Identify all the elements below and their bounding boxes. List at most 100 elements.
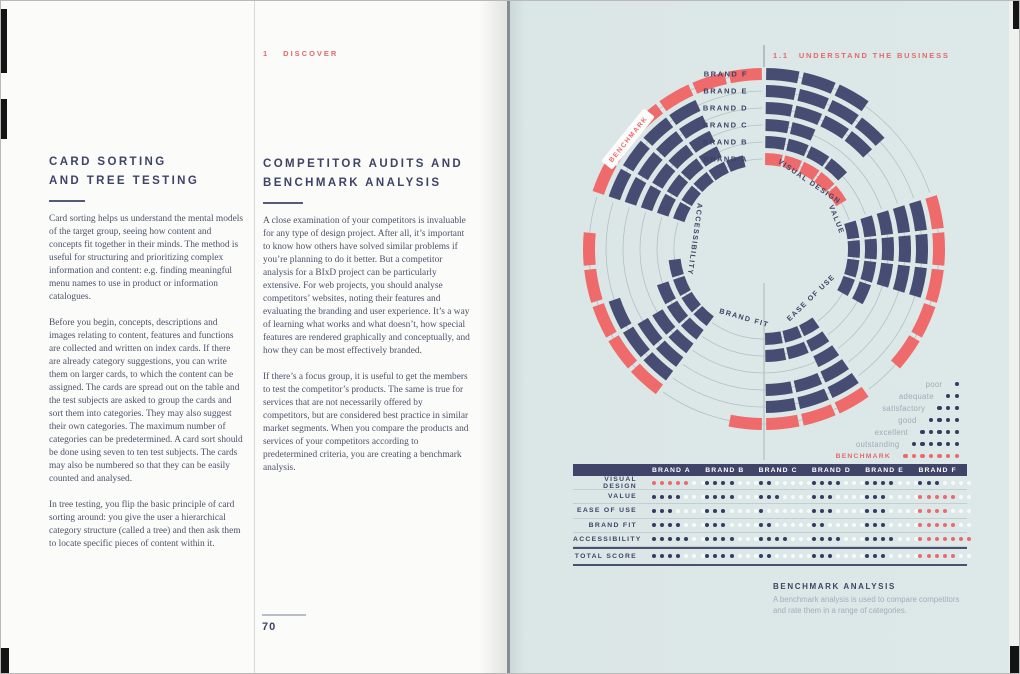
radial-bar-segment	[925, 268, 944, 303]
radial-bar-segment	[801, 72, 836, 94]
rating-dot	[860, 508, 865, 513]
table-score-cell	[700, 537, 758, 542]
rating-dot	[758, 508, 763, 513]
rating-dot	[807, 494, 812, 499]
table-score-cell	[913, 480, 972, 485]
rating-dot	[865, 508, 870, 513]
rating-dot	[819, 537, 824, 542]
caption-line: A benchmark analysis is used to compare …	[773, 595, 960, 604]
table-score-cell	[913, 494, 972, 499]
radial-bar-segment	[681, 291, 701, 313]
rating-dot	[660, 554, 665, 559]
rating-dot	[967, 480, 972, 485]
radial-bar-segment	[668, 328, 694, 354]
rating-dot	[946, 405, 951, 411]
rating-dot	[660, 508, 665, 513]
table-score-cell	[807, 554, 865, 559]
page-edge-strip	[1009, 1, 1019, 673]
legend-label: adequate	[898, 391, 934, 401]
benchmark-table: BRAND A BRAND B BRAND C BRAND D BRAND E BRAND…	[573, 464, 972, 566]
rating-dot	[836, 537, 841, 542]
rating-dot	[811, 554, 816, 559]
rating-dot	[819, 554, 824, 559]
brand-ring-label: BRAND D	[703, 104, 748, 113]
legend-label: poor	[925, 379, 943, 389]
rating-dot	[913, 537, 918, 542]
legend-label: satisfactory	[882, 403, 926, 413]
radial-bar-segment	[728, 68, 763, 84]
radial-bar-segment	[655, 131, 684, 158]
radial-bar-segment	[608, 297, 632, 330]
rating-dot	[753, 537, 758, 542]
rating-dot	[713, 537, 718, 542]
rating-dot	[676, 554, 681, 559]
rating-dot	[745, 523, 750, 528]
table-score-cell	[860, 494, 918, 499]
rating-dot	[676, 494, 681, 499]
radial-bar-segment	[765, 102, 793, 117]
brand-ring-label: BRAND F	[704, 70, 748, 79]
rating-dot	[860, 554, 865, 559]
rating-dot	[660, 494, 665, 499]
rating-dot	[905, 508, 910, 513]
rating-dot	[721, 523, 726, 528]
table-score-cell	[647, 523, 705, 528]
rating-dot	[758, 554, 763, 559]
rating-dot	[881, 554, 886, 559]
rating-dot	[737, 554, 742, 559]
rating-dot	[920, 453, 925, 459]
rating-dot	[873, 480, 878, 485]
radial-bar-segment	[693, 172, 714, 193]
rating-dot	[934, 480, 939, 485]
rating-dot	[950, 554, 955, 559]
rating-dot	[745, 494, 750, 499]
radial-bar-segment	[814, 172, 835, 193]
radial-bar-segment	[679, 115, 708, 139]
rating-dot	[836, 554, 841, 559]
radial-bar-segment	[764, 153, 783, 167]
running-header-text: UNDERSTAND THE BUSINESS	[798, 51, 950, 60]
section-title-line1: CARD SORTING	[49, 156, 167, 168]
rating-dot	[881, 508, 886, 513]
rating-dot	[799, 480, 804, 485]
radial-bar-segment	[765, 85, 797, 100]
table-header-cell: BRAND F	[918, 466, 957, 474]
rating-dot	[790, 494, 795, 499]
paragraph: A close examination of your competitors …	[263, 215, 470, 356]
rating-dot	[934, 494, 939, 499]
rating-dot	[705, 480, 710, 485]
rating-dot	[684, 494, 689, 499]
radial-bar-segment	[892, 205, 910, 234]
rating-dot	[844, 508, 849, 513]
rating-dot	[946, 453, 951, 459]
radial-bar-segment	[806, 146, 830, 167]
rating-dot	[766, 508, 771, 513]
rating-dot	[860, 537, 865, 542]
rating-dot	[729, 554, 734, 559]
rating-dot	[873, 554, 878, 559]
rating-dot	[937, 441, 942, 447]
rating-dot	[700, 508, 705, 513]
radial-bar-segment	[637, 317, 663, 347]
rating-dot	[881, 523, 886, 528]
table-row: TOTAL SCORE	[573, 546, 972, 566]
rating-dot	[889, 508, 894, 513]
radial-bar-segment	[909, 200, 927, 232]
rating-dot	[668, 508, 673, 513]
title-rule	[263, 201, 303, 204]
rating-dot	[865, 537, 870, 542]
rating-dot	[934, 537, 939, 542]
radial-bar-segment	[824, 158, 848, 181]
rating-dot	[918, 480, 923, 485]
radial-bar-segment	[668, 144, 694, 170]
rating-dot	[684, 508, 689, 513]
table-row: VISUAL DESIGN	[573, 476, 972, 491]
radial-bar-segment	[876, 262, 894, 288]
radial-bar-segment	[834, 84, 869, 112]
table-score-cell	[647, 508, 705, 513]
rating-dot	[684, 537, 689, 542]
table-score-cell	[860, 523, 918, 528]
table-score-cell	[647, 554, 705, 559]
rating-dot	[713, 508, 718, 513]
radial-bar-segment	[806, 331, 830, 352]
